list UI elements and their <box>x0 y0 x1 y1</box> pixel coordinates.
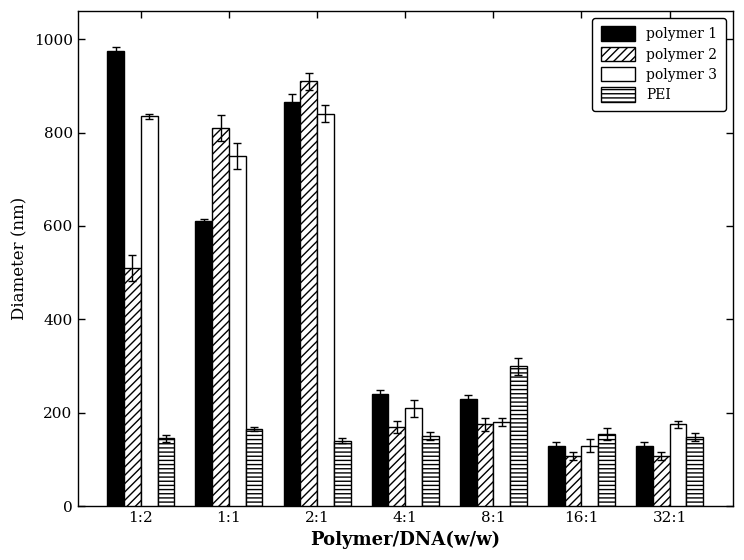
Bar <box>196 221 212 506</box>
Bar <box>582 446 598 506</box>
Bar <box>124 268 141 506</box>
Bar <box>388 427 405 506</box>
Y-axis label: Diameter (nm): Diameter (nm) <box>11 197 28 320</box>
X-axis label: Polymer/DNA(w/w): Polymer/DNA(w/w) <box>310 531 500 549</box>
Bar <box>598 434 615 506</box>
Bar <box>301 81 317 506</box>
Bar <box>493 422 510 506</box>
Bar <box>565 456 582 506</box>
Bar <box>477 424 493 506</box>
Bar <box>670 424 687 506</box>
Bar <box>107 51 124 506</box>
Bar <box>283 102 301 506</box>
Bar <box>246 429 263 506</box>
Bar <box>158 438 174 506</box>
Bar <box>422 436 439 506</box>
Bar <box>212 128 229 506</box>
Bar <box>334 441 350 506</box>
Bar <box>229 156 246 506</box>
Bar <box>510 366 527 506</box>
Bar <box>653 456 670 506</box>
Bar <box>372 394 388 506</box>
Bar <box>636 446 653 506</box>
Bar <box>141 116 158 506</box>
Legend: polymer 1, polymer 2, polymer 3, PEI: polymer 1, polymer 2, polymer 3, PEI <box>592 18 726 111</box>
Bar <box>460 399 477 506</box>
Bar <box>548 446 565 506</box>
Bar <box>317 114 334 506</box>
Bar <box>405 408 422 506</box>
Bar <box>687 437 703 506</box>
